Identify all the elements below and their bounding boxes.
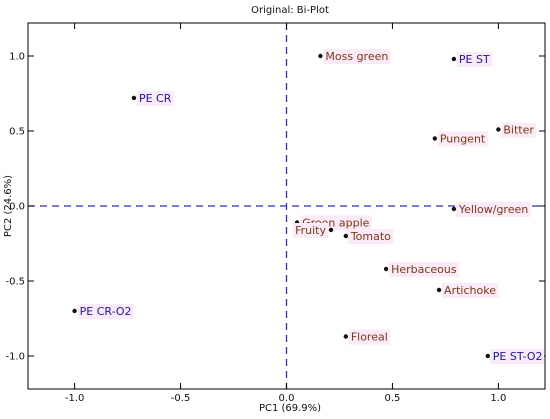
reference-lines — [28, 23, 545, 389]
point-group: Herbaceous — [383, 262, 459, 277]
point-group: Floreal — [343, 329, 390, 345]
point-group: Yellow/green — [451, 202, 531, 217]
data-points: Moss green PE ST PE CR Bitter Pungent Yellow/… — [72, 49, 544, 364]
y-tick-label: 1.0 — [9, 52, 25, 63]
x-tick-label: 1.0 — [490, 393, 506, 404]
label-background — [136, 91, 174, 106]
chart-title: Original: Bi-Plot — [251, 5, 329, 16]
label-background — [348, 329, 390, 345]
data-point — [451, 206, 457, 212]
y-axis-ticks: -1.0 -0.5 0.0 0.5 1.0 — [5, 52, 545, 363]
label-background — [323, 49, 391, 64]
data-point — [318, 53, 323, 59]
point-label: Tomato — [350, 230, 391, 243]
point-label: PE ST-O2 — [493, 350, 543, 363]
point-group: PE CR-O2 — [72, 304, 134, 319]
x-axis-ticks: -1.0 -0.5 0.0 0.5 1.0 — [65, 23, 506, 404]
y-tick-label: -0.5 — [5, 277, 25, 288]
data-point — [432, 136, 438, 141]
label-background — [347, 229, 394, 244]
label-background — [293, 223, 329, 238]
point-label: Bitter — [503, 124, 534, 137]
data-point — [343, 334, 349, 339]
point-group: Pungent — [432, 131, 488, 147]
x-tick-label: -0.5 — [171, 393, 191, 404]
point-group: Artichoke — [436, 283, 499, 298]
point-group: PE CR — [131, 91, 174, 106]
point-label: Fruity — [295, 224, 326, 237]
point-label: Pungent — [440, 133, 486, 146]
point-label: PE ST — [459, 53, 490, 66]
point-group: Tomato — [343, 229, 394, 244]
label-background — [490, 349, 544, 364]
y-tick-label: -1.0 — [5, 352, 25, 363]
point-group: Moss green — [318, 49, 391, 64]
point-label: Yellow/green — [458, 203, 528, 216]
y-axis-title: PC2 (24.6%) — [3, 175, 14, 237]
data-point — [131, 95, 137, 101]
point-group: PE ST-O2 — [485, 349, 544, 364]
label-background — [437, 131, 488, 147]
label-background — [455, 202, 531, 217]
point-label: Moss green — [325, 50, 388, 63]
point-group: Fruity — [293, 223, 334, 238]
point-label: PE CR — [139, 92, 172, 105]
point-label: PE CR-O2 — [80, 305, 132, 318]
data-point — [436, 287, 442, 293]
data-point — [485, 353, 490, 359]
label-background — [389, 262, 459, 277]
label-background — [77, 304, 134, 319]
x-tick-label: -1.0 — [65, 393, 85, 404]
y-tick-label: 0.5 — [9, 127, 25, 138]
label-background — [456, 52, 492, 67]
point-label: Herbaceous — [391, 263, 457, 276]
point-group: Bitter — [496, 122, 537, 138]
point-label: Artichoke — [444, 284, 496, 297]
label-background — [442, 283, 499, 298]
point-label: Floreal — [351, 331, 388, 344]
x-tick-label: 0.5 — [384, 393, 400, 404]
y-tick-label: 0.0 — [9, 202, 25, 213]
x-axis-title: PC1 (69.9%) — [259, 403, 321, 414]
data-point — [72, 308, 77, 314]
data-point — [328, 227, 334, 233]
label-background — [501, 122, 537, 138]
data-point — [383, 266, 389, 272]
point-group: PE ST — [451, 52, 492, 67]
data-point — [496, 127, 501, 132]
x-tick-label: 0.0 — [279, 393, 295, 404]
data-point — [451, 56, 457, 62]
data-point — [343, 233, 349, 239]
